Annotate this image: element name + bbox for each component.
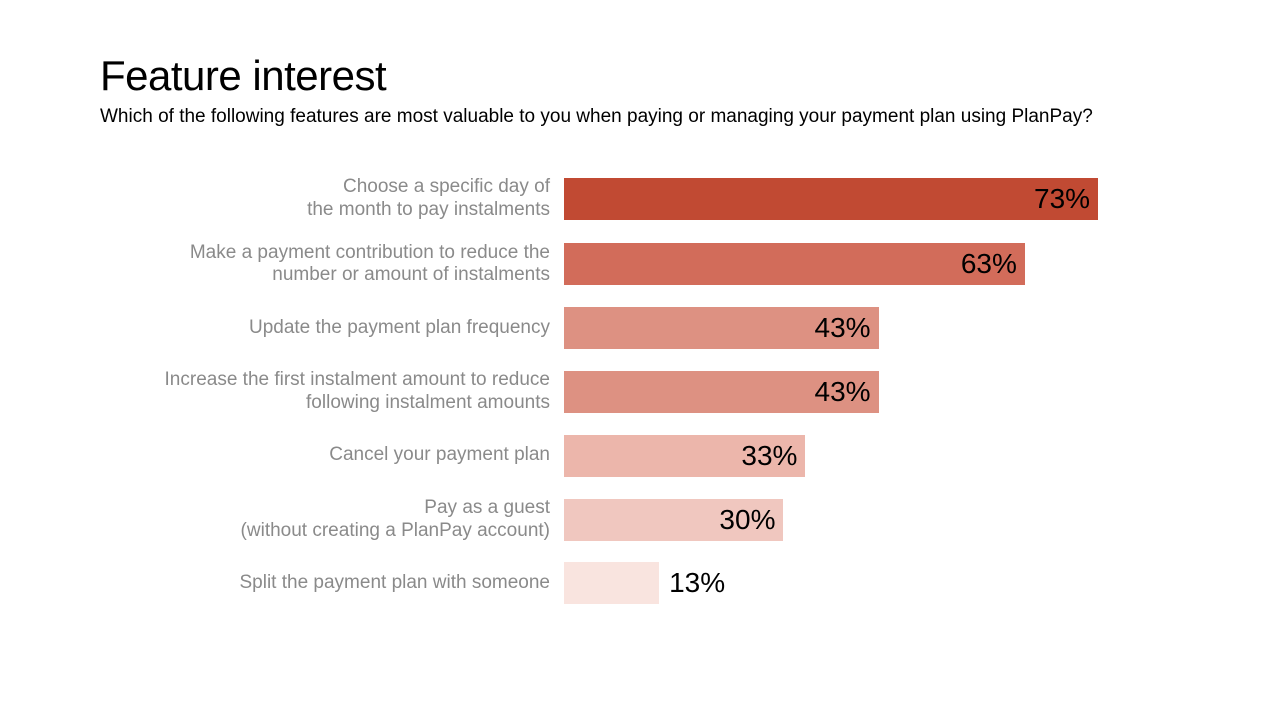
bar-cell: 43% <box>564 371 1180 413</box>
bar-label: Split the payment plan with someone <box>100 572 550 595</box>
bar <box>564 178 1098 220</box>
bar-value: 33% <box>741 440 797 472</box>
bar-cell: 33% <box>564 435 1180 477</box>
bar-label: Increase the first instalment amount to … <box>100 369 550 415</box>
bar-cell: 73% <box>564 178 1180 220</box>
bar-value: 43% <box>815 312 871 344</box>
bar-label: Choose a specific day ofthe month to pay… <box>100 176 550 222</box>
page-subtitle: Which of the following features are most… <box>100 106 1180 128</box>
bar-label: Cancel your payment plan <box>100 444 550 467</box>
bar-cell: 30% <box>564 499 1180 541</box>
bar <box>564 243 1025 285</box>
page-title: Feature interest <box>100 52 1180 100</box>
bar-cell: 63% <box>564 243 1180 285</box>
bar-value: 63% <box>961 248 1017 280</box>
chart-page: Feature interest Which of the following … <box>0 0 1280 720</box>
bar-value: 73% <box>1034 183 1090 215</box>
bar-label: Update the payment plan frequency <box>100 317 550 340</box>
bar-value: 13% <box>669 567 725 599</box>
bar-value: 30% <box>719 504 775 536</box>
bar-value: 43% <box>815 376 871 408</box>
bar-label: Pay as a guest(without creating a PlanPa… <box>100 497 550 543</box>
bar-cell: 13% <box>564 562 1180 604</box>
bar-cell: 43% <box>564 307 1180 349</box>
bar-chart: Choose a specific day ofthe month to pay… <box>100 176 1180 604</box>
bar-label: Make a payment contribution to reduce th… <box>100 242 550 288</box>
bar <box>564 562 659 604</box>
